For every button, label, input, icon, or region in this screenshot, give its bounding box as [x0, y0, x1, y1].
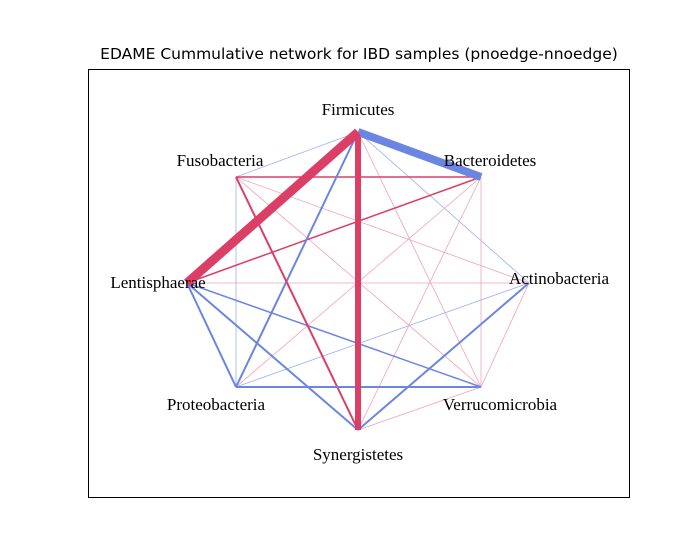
- edge-bacteroidetes-lentisphaerae: [186, 176, 482, 284]
- node-label-synergistetes: Synergistetes: [313, 445, 403, 464]
- node-label-fusobacteria: Fusobacteria: [177, 151, 264, 170]
- plot-frame: [88, 69, 630, 498]
- edge-firmicutes-fusobacteria: [235, 131, 359, 178]
- edge-firmicutes-proteobacteria: [235, 131, 359, 388]
- edge-lentisphaerae-proteobacteria: [186, 282, 237, 388]
- node-label-bacteroidetes: Bacteroidetes: [444, 151, 537, 170]
- edge-synergistetes-verrucomicrobia: [357, 386, 482, 431]
- node-label-lentisphaerae: Lentisphaerae: [110, 273, 205, 292]
- edge-layer: [184, 128, 530, 431]
- node-label-firmicutes: Firmicutes: [322, 100, 395, 119]
- edge-firmicutes-verrucomicrobia: [357, 131, 482, 388]
- edge-lentisphaerae-synergistetes: [186, 282, 359, 431]
- node-label-actinobacteria: Actinobacteria: [509, 269, 610, 288]
- edge-firmicutes-bacteroidetes: [356, 128, 483, 181]
- label-layer: Firmicutes Bacteroidetes Actinobacteria Ver…: [110, 100, 609, 464]
- edge-synergistetes-actinobacteria: [357, 282, 530, 431]
- edge-proteobacteria-actinobacteria: [235, 282, 530, 388]
- edge-lentisphaerae-verrucomicrobia: [186, 282, 482, 388]
- edge-firmicutes-lentisphaerae: [184, 128, 361, 287]
- edge-verrucomicrobia-actinobacteria: [480, 282, 530, 388]
- figure-title: EDAME Cummulative network for IBD sample…: [100, 45, 618, 63]
- edge-firmicutes-actinobacteria: [357, 131, 530, 284]
- node-label-proteobacteria: Proteobacteria: [167, 395, 266, 414]
- node-label-verrucomicrobia: Verrucomicrobia: [443, 395, 558, 414]
- edge-fusobacteria-synergistetes: [235, 176, 359, 431]
